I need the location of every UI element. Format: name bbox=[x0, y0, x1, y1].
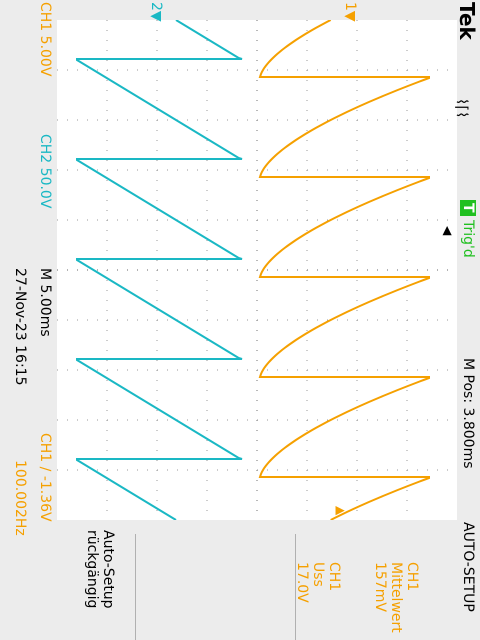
mean-type-label: Mittelwert bbox=[388, 562, 404, 633]
ch2-marker-label: 2▼ bbox=[148, 2, 164, 22]
ch1-scale-text: CH1 5.00V bbox=[37, 2, 53, 77]
undo-label-line2: rückgängig bbox=[84, 530, 100, 609]
graticule bbox=[57, 20, 457, 520]
pk-pk-channel-label: CH1 bbox=[326, 562, 342, 592]
ch2-waveform bbox=[76, 19, 243, 521]
mean-channel-label: CH1 bbox=[404, 562, 420, 592]
datetime-text: 27-Nov-23 16:15 bbox=[12, 268, 28, 386]
datetime-readout: 27-Nov-23 16:15 bbox=[12, 268, 28, 385]
trigger-status-text: Trig'd bbox=[460, 220, 476, 258]
brand-logo: Tek bbox=[455, 2, 479, 40]
menu-button-mean[interactable]: CH1 Mittelwert 157mV bbox=[372, 562, 420, 633]
trigger-badge: T bbox=[460, 200, 476, 216]
frequency-text: 100.002Hz bbox=[12, 460, 28, 536]
frequency-readout: 100.002Hz bbox=[12, 460, 28, 536]
ch2-marker-number: 2 bbox=[148, 2, 164, 11]
ch1-marker-label: 1▼ bbox=[342, 2, 358, 22]
ch1-marker-arrow-icon: ▼ bbox=[342, 10, 358, 22]
acquisition-icon: ⌇⌈⌇ bbox=[453, 98, 471, 119]
menu-title: AUTO-SETUP bbox=[460, 522, 476, 612]
timebase-readout: M 5.00ms bbox=[37, 268, 53, 337]
menu-divider bbox=[135, 534, 136, 640]
trigger-readout-text: CH1 ∕ -1.36V bbox=[37, 433, 53, 522]
side-menu bbox=[57, 520, 457, 640]
timebase-text: M 5.00ms bbox=[37, 268, 53, 337]
ch2-scale-text: CH2 50.0V bbox=[37, 134, 53, 209]
scope-display bbox=[57, 19, 457, 521]
pk-pk-value: 17.0V bbox=[294, 562, 310, 603]
trigger-status: T Trig'd bbox=[460, 200, 476, 258]
ch1-waveform bbox=[258, 19, 430, 521]
waveform-plot bbox=[57, 19, 457, 521]
menu-divider bbox=[295, 534, 296, 640]
undo-label-line1: Auto-Setup bbox=[100, 530, 116, 609]
ch1-scale-readout: CH1 5.00V bbox=[37, 2, 53, 76]
brand-text: Tek bbox=[455, 2, 479, 40]
m-pos-readout: M Pos: 3.800ms bbox=[460, 358, 476, 469]
ch2-scale-readout: CH2 50.0V bbox=[37, 134, 53, 208]
menu-button-undo-autosetup[interactable]: Auto-Setup rückgängig bbox=[84, 530, 116, 609]
trigger-level-arrow-icon: ▲ bbox=[334, 506, 348, 516]
trigger-position-arrow-icon: ◀ bbox=[441, 226, 455, 236]
acquisition-symbol-icon: ⌇⌈⌇ bbox=[453, 98, 471, 119]
pk-pk-type-label: Uss bbox=[310, 562, 326, 587]
ch1-marker-number: 1 bbox=[342, 2, 358, 11]
menu-button-peak-to-peak[interactable]: CH1 Uss 17.0V bbox=[294, 562, 342, 603]
ch2-marker-arrow-icon: ▼ bbox=[148, 10, 164, 22]
m-pos-text: M Pos: 3.800ms bbox=[460, 358, 476, 469]
mean-value: 157mV bbox=[372, 562, 388, 612]
trigger-readout: CH1 ∕ -1.36V bbox=[37, 433, 53, 522]
menu-title-text: AUTO-SETUP bbox=[460, 522, 476, 612]
